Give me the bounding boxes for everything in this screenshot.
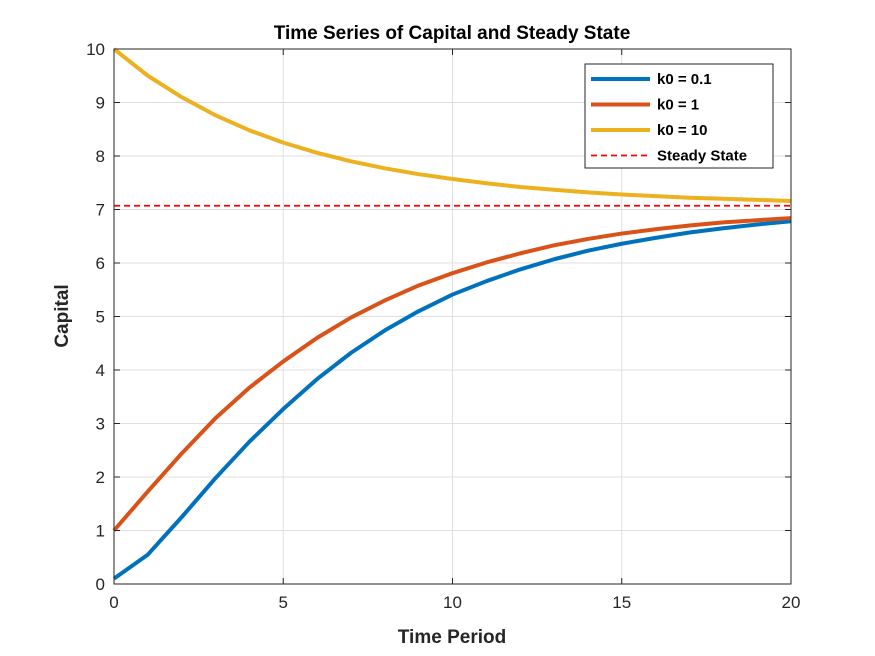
legend-label-0: k0 = 0.1 (657, 71, 712, 88)
y-tick-label: 1 (96, 522, 105, 541)
legend: k0 = 0.1 k0 = 1 k0 = 10 Steady State (584, 63, 774, 169)
grid (113, 48, 792, 585)
legend-label-1: k0 = 1 (657, 97, 699, 114)
x-tick-label: 0 (109, 593, 118, 612)
x-tick-label: 20 (782, 593, 801, 612)
y-tick-label: 3 (96, 415, 105, 434)
x-tick-label: 10 (443, 593, 462, 612)
y-tick-label: 5 (96, 308, 105, 327)
y-tick-label: 9 (96, 94, 105, 113)
y-tick-label: 6 (96, 254, 105, 273)
y-tick-label: 7 (96, 201, 105, 220)
y-tick-label: 4 (96, 361, 105, 380)
chart-title: Time Series of Capital and Steady State (274, 23, 631, 44)
legend-box (584, 63, 774, 169)
y-axis-label: Capital (52, 284, 73, 347)
y-tick-label: 8 (96, 147, 105, 166)
series-line-1 (112, 216, 792, 532)
y-tick-label: 10 (86, 40, 105, 59)
series-line-0 (112, 219, 792, 581)
ticks (113, 48, 792, 585)
tick-labels: 0 5 10 15 20 0 1 2 3 4 5 6 7 8 9 10 (86, 40, 800, 612)
y-tick-label: 0 (96, 575, 105, 594)
legend-label-3: Steady State (657, 148, 747, 165)
x-tick-label: 15 (612, 593, 631, 612)
x-axis-label: Time Period (398, 627, 506, 648)
series-layer (112, 47, 792, 581)
y-tick-label: 2 (96, 468, 105, 487)
x-tick-label: 5 (279, 593, 288, 612)
legend-label-2: k0 = 10 (657, 122, 707, 139)
series-line-2 (112, 47, 792, 203)
